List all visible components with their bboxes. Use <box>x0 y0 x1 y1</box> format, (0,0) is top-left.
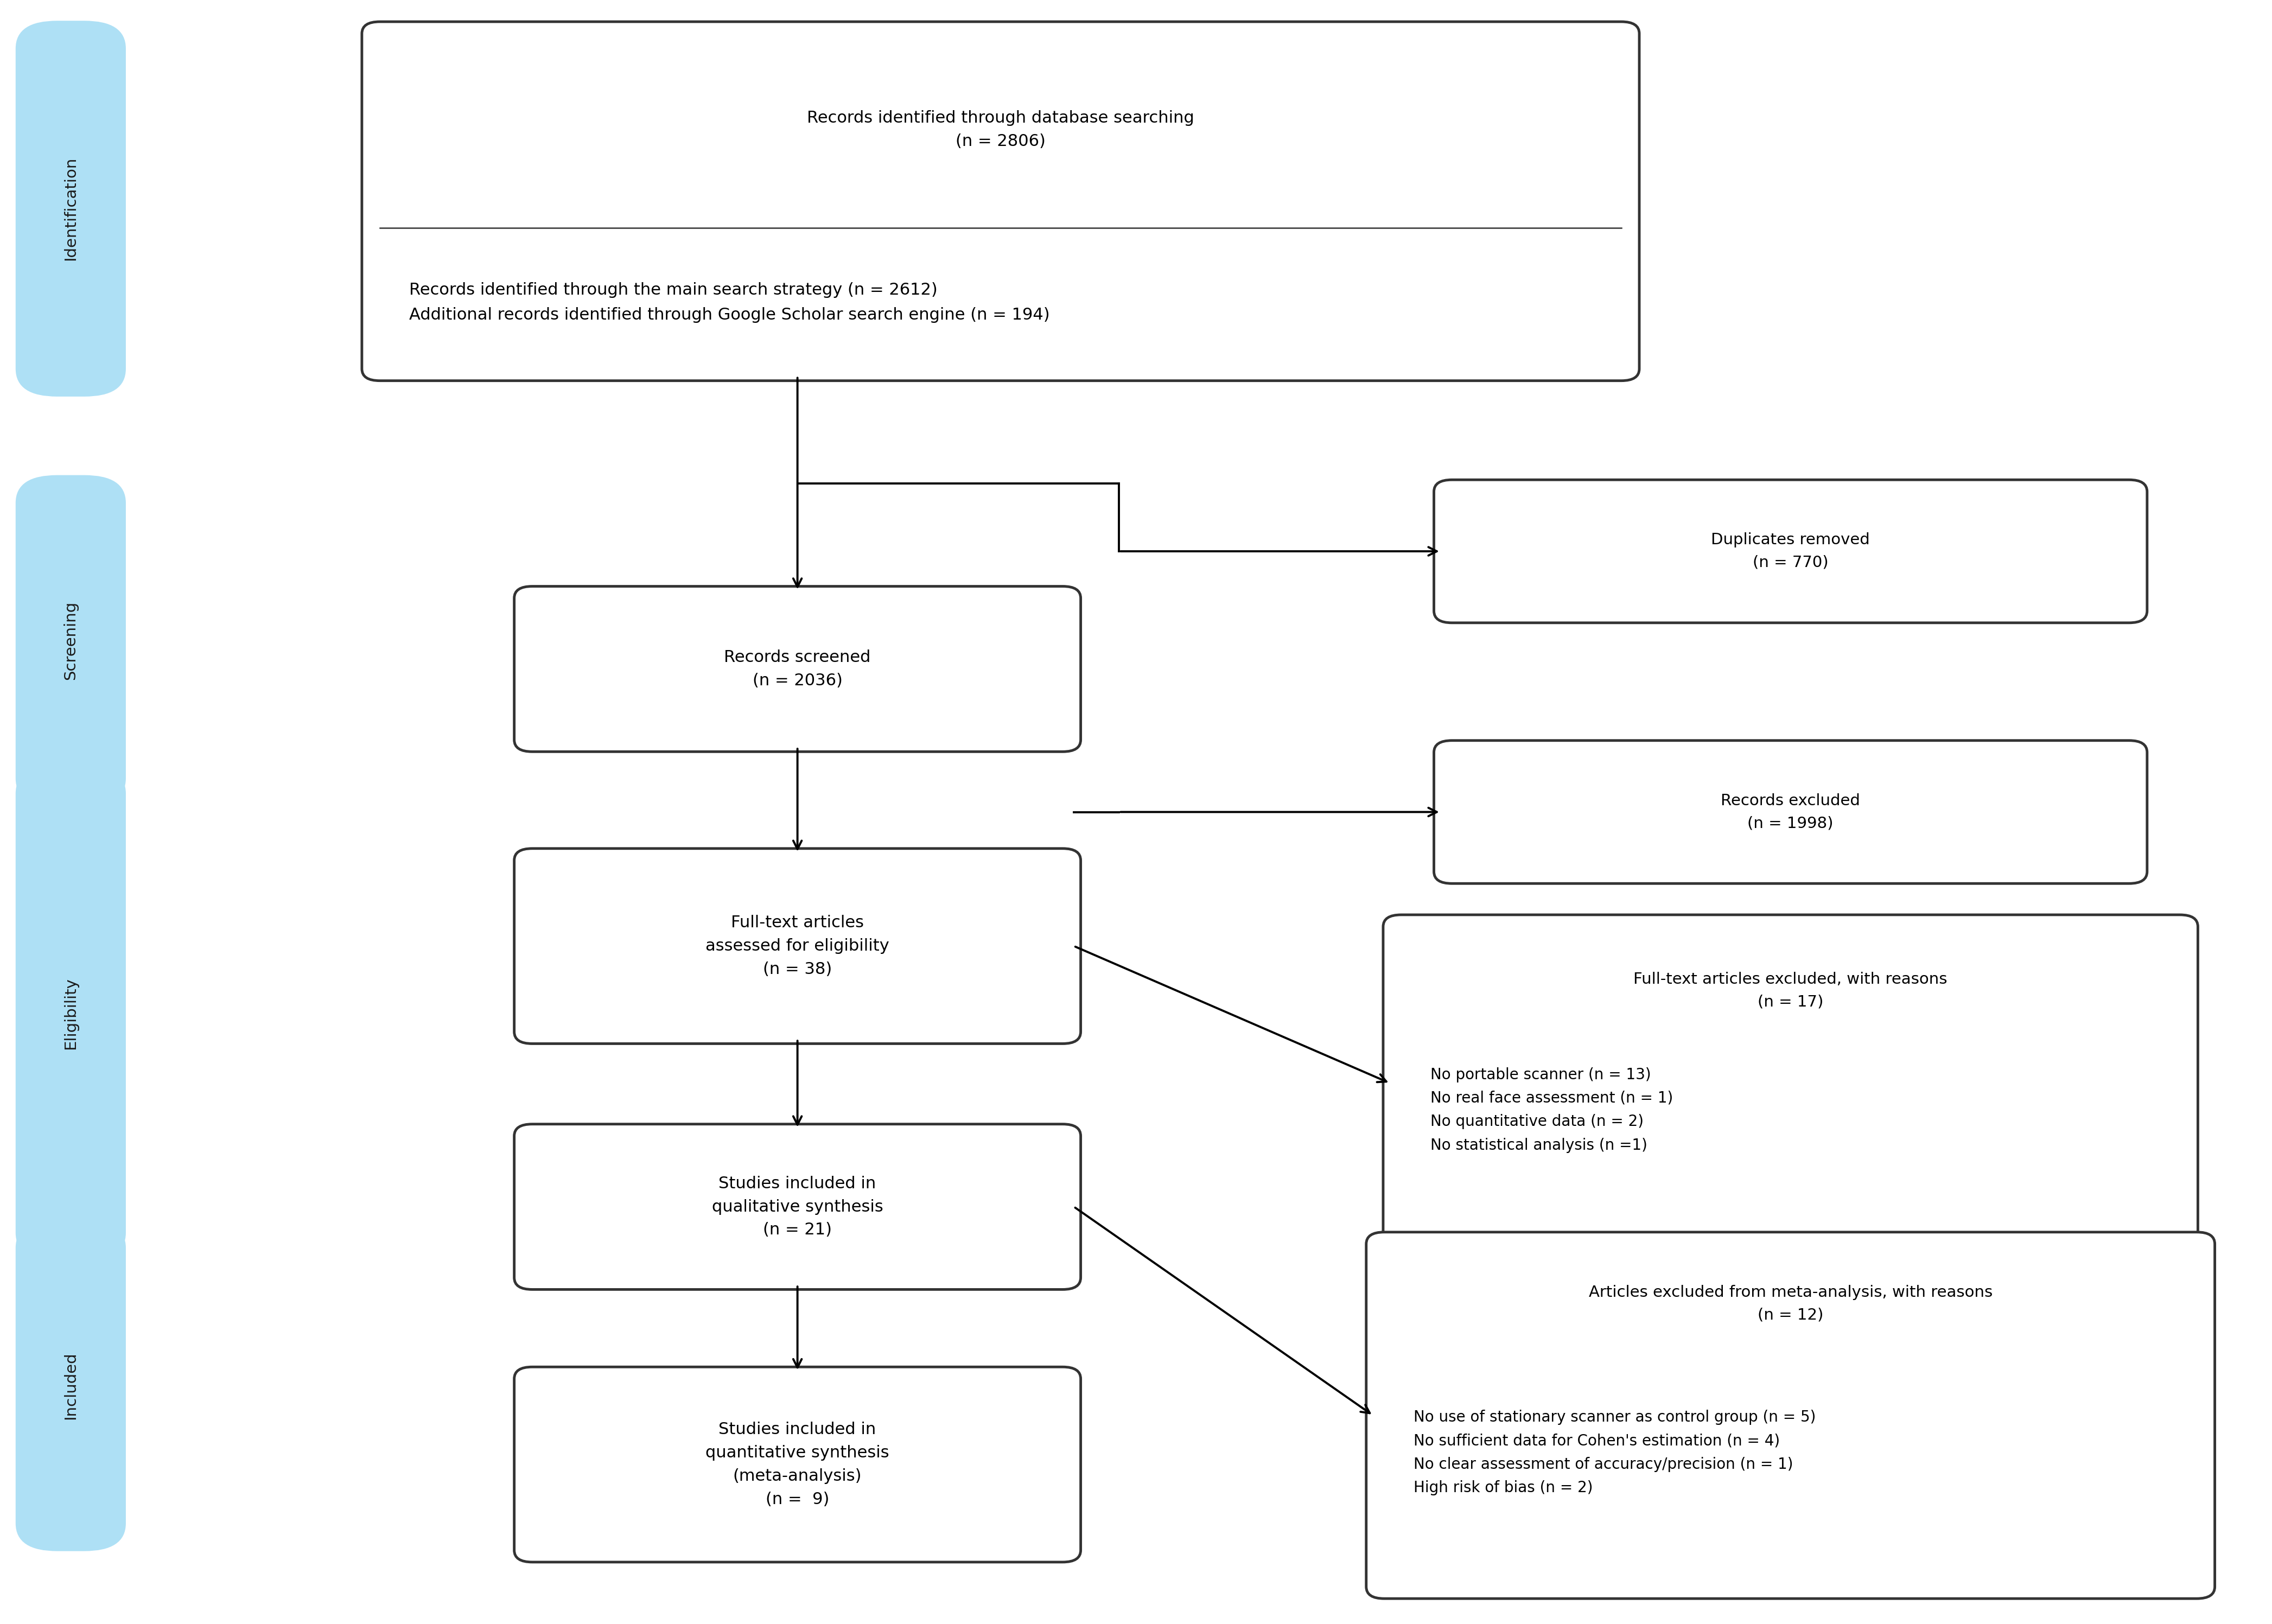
FancyBboxPatch shape <box>513 848 1081 1044</box>
FancyBboxPatch shape <box>16 476 125 806</box>
FancyBboxPatch shape <box>513 1124 1081 1289</box>
Text: Records screened
(n = 2036): Records screened (n = 2036) <box>725 650 870 689</box>
FancyBboxPatch shape <box>1434 479 2147 622</box>
FancyBboxPatch shape <box>1434 741 2147 883</box>
Text: No portable scanner (n = 13)
No real face assessment (n = 1)
No quantitative dat: No portable scanner (n = 13) No real fac… <box>1431 1067 1672 1153</box>
FancyBboxPatch shape <box>513 1367 1081 1562</box>
Text: Full-text articles
assessed for eligibility
(n = 38): Full-text articles assessed for eligibil… <box>707 914 888 978</box>
Text: Studies included in
quantitative synthesis
(meta-analysis)
(n =  9): Studies included in quantitative synthes… <box>707 1421 888 1507</box>
Text: Articles excluded from meta-analysis, with reasons
(n = 12): Articles excluded from meta-analysis, wi… <box>1588 1285 1993 1322</box>
FancyBboxPatch shape <box>16 1221 125 1551</box>
Text: Records excluded
(n = 1998): Records excluded (n = 1998) <box>1720 793 1861 831</box>
Text: Studies included in
qualitative synthesis
(n = 21): Studies included in qualitative synthesi… <box>711 1176 884 1237</box>
FancyBboxPatch shape <box>16 21 125 396</box>
Text: Full-text articles excluded, with reasons
(n = 17): Full-text articles excluded, with reason… <box>1634 973 1947 1010</box>
FancyBboxPatch shape <box>513 586 1081 752</box>
FancyBboxPatch shape <box>1365 1233 2215 1598</box>
Text: Records identified through database searching
(n = 2806): Records identified through database sear… <box>807 110 1195 149</box>
Text: Included: Included <box>64 1351 77 1419</box>
FancyBboxPatch shape <box>1384 914 2197 1252</box>
Text: No use of stationary scanner as control group (n = 5)
No sufficient data for Coh: No use of stationary scanner as control … <box>1413 1410 1815 1496</box>
Text: Screening: Screening <box>64 601 77 680</box>
Text: Identification: Identification <box>64 158 77 260</box>
Text: Eligibility: Eligibility <box>64 978 77 1049</box>
FancyBboxPatch shape <box>16 767 125 1260</box>
Text: Records identified through the main search strategy (n = 2612)
Additional record: Records identified through the main sear… <box>409 283 1050 323</box>
Text: Duplicates removed
(n = 770): Duplicates removed (n = 770) <box>1711 533 1870 570</box>
FancyBboxPatch shape <box>361 21 1640 380</box>
